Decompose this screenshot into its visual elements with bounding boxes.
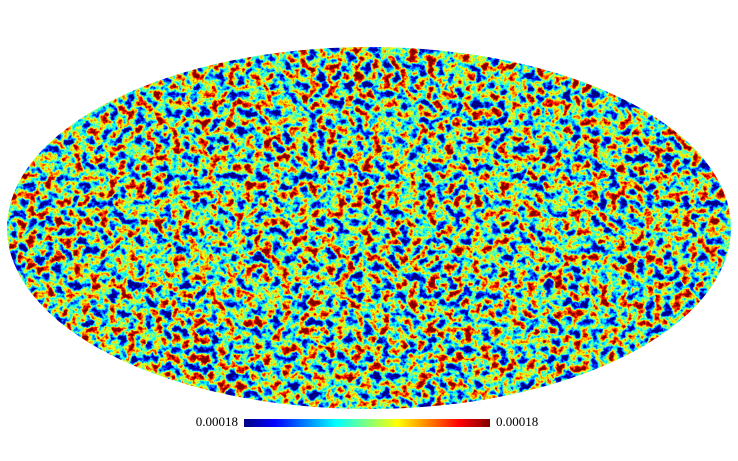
colorbar — [244, 419, 490, 427]
temperature-field — [7, 47, 731, 409]
colorbar-max-label: 0.00018 — [496, 414, 538, 429]
mollweide-map — [7, 47, 731, 409]
colorbar-min-label: 0.00018 — [196, 414, 238, 429]
